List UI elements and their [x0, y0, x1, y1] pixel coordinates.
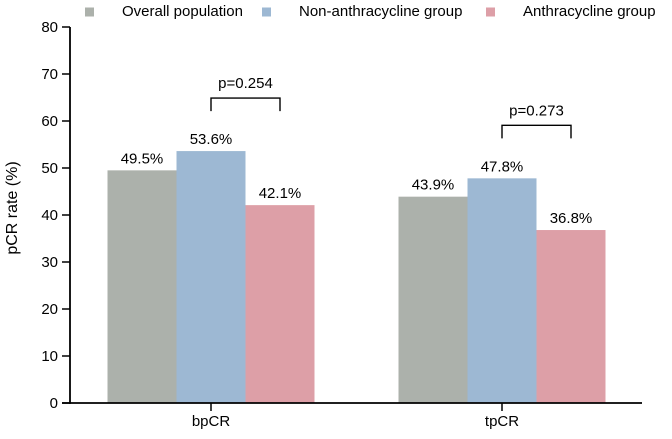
- y-axis-title: pCR rate (%): [4, 161, 21, 254]
- bar-bpCR-1: [176, 151, 246, 403]
- bar-value-label: 49.5%: [121, 150, 164, 167]
- bars-group: 49.5% 53.6% 42.1% 43.9% 47.8% 36.8%: [107, 131, 606, 403]
- y-tick-label: 40: [41, 207, 58, 224]
- y-tick-label: 80: [41, 19, 58, 36]
- bar-tpCR-0: [398, 196, 468, 403]
- legend-marker-3: [486, 7, 495, 17]
- legend-label-2: Non-anthracycline group: [299, 3, 462, 20]
- bar-value-label: 47.8%: [481, 158, 524, 175]
- axes-group: 0 10 20 30 40 50 60 70 80 bpCR tpCR: [41, 19, 642, 430]
- y-tick-label: 60: [41, 113, 58, 130]
- bar-value-label: 43.9%: [412, 177, 455, 194]
- y-tick-label: 30: [41, 254, 58, 271]
- legend: Overall population Non-anthracycline grou…: [85, 3, 656, 20]
- legend-label-3: Anthracycline group: [523, 3, 656, 20]
- y-tick-label: 70: [41, 66, 58, 83]
- x-category-label: tpCR: [485, 413, 519, 430]
- legend-marker-1: [85, 7, 94, 17]
- annotations-group: p=0.254 p=0.273: [210, 75, 572, 139]
- bar-tpCR-1: [467, 178, 537, 403]
- p-value-bracket: [210, 97, 281, 112]
- y-tick-label: 20: [41, 301, 58, 318]
- legend-marker-2: [262, 7, 271, 17]
- bar-value-label: 36.8%: [550, 210, 593, 227]
- bar-bpCR-0: [107, 170, 177, 403]
- y-tick-label: 0: [50, 395, 58, 412]
- bar-value-label: 42.1%: [259, 185, 302, 202]
- y-tick-label: 10: [41, 348, 58, 365]
- y-tick-label: 50: [41, 160, 58, 177]
- p-value-label: p=0.273: [509, 102, 564, 119]
- bar-bpCR-2: [245, 205, 315, 403]
- bar-tpCR-2: [536, 230, 606, 403]
- legend-label-1: Overall population: [122, 3, 243, 20]
- x-category-label: bpCR: [192, 413, 231, 430]
- bar-value-label: 53.6%: [190, 131, 233, 148]
- p-value-label: p=0.254: [218, 75, 273, 92]
- p-value-bracket: [501, 124, 572, 139]
